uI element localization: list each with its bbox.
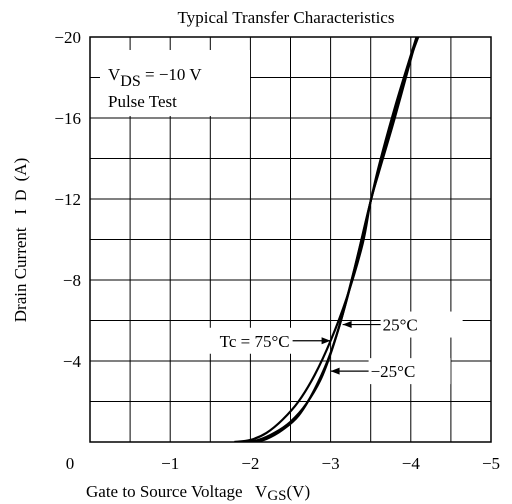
annotation-arrowhead-1 bbox=[342, 321, 352, 329]
annotation-label-0: Tc = 75°C bbox=[220, 332, 290, 351]
y-tick-label: −12 bbox=[54, 190, 81, 209]
annotation-label-2: −25°C bbox=[371, 362, 416, 381]
chart-title: Typical Transfer Characteristics bbox=[178, 8, 395, 27]
series-layer bbox=[234, 37, 420, 442]
vds-prefix: V bbox=[108, 65, 121, 84]
annotation-arrowhead-0 bbox=[321, 337, 331, 345]
grid-lines bbox=[90, 37, 491, 442]
tick-labels: 0 −1 −2 −3 −4 −5 −4 −8 −12 −16 −20 bbox=[54, 28, 500, 473]
x-tick-label: −2 bbox=[241, 454, 259, 473]
annotation-arrowhead-2 bbox=[330, 367, 340, 375]
pulse-test-label: Pulse Test bbox=[108, 92, 177, 111]
y-tick-label: −8 bbox=[63, 271, 81, 290]
y-tick-label: −20 bbox=[54, 28, 81, 47]
conditions-box bbox=[100, 50, 250, 116]
annotation-label-1: 25°C bbox=[383, 316, 418, 335]
vds-value: = −10 V bbox=[141, 65, 203, 84]
x-tick-label: −3 bbox=[322, 454, 340, 473]
annotation-bg-2 bbox=[368, 358, 451, 385]
vds-sub: DS bbox=[120, 73, 140, 90]
x-tick-label: −1 bbox=[161, 454, 179, 473]
y-tick-label: −16 bbox=[54, 109, 81, 128]
x-axis-label-sub: GS bbox=[267, 488, 286, 504]
x-axis-label-main: Gate to Source Voltage V bbox=[86, 482, 268, 501]
y-axis-label-sub: D bbox=[13, 189, 30, 201]
y-axis-label-main: Drain Current I bbox=[11, 209, 30, 323]
series-curve-2 bbox=[254, 37, 418, 442]
vds-condition: VDS = −10 V bbox=[108, 65, 202, 90]
annotation-bg-1 bbox=[380, 311, 463, 338]
y-axis-label: Drain Current I D (A) bbox=[11, 158, 30, 322]
annotation-bg-0 bbox=[181, 327, 292, 354]
y-tick-label: −4 bbox=[63, 352, 82, 371]
x-axis-label: Gate to Source Voltage VGS(V) bbox=[86, 482, 310, 504]
x-axis-label-unit: (V) bbox=[287, 482, 311, 501]
x-tick-label: 0 bbox=[66, 454, 75, 473]
x-tick-label: −5 bbox=[482, 454, 500, 473]
y-axis-label-unit: (A) bbox=[11, 158, 30, 182]
series-curve-0 bbox=[234, 37, 419, 442]
annotation-layer: Tc = 75°C 25°C −25°C bbox=[181, 311, 463, 385]
x-tick-label: −4 bbox=[402, 454, 421, 473]
plot-frame bbox=[89, 36, 492, 443]
